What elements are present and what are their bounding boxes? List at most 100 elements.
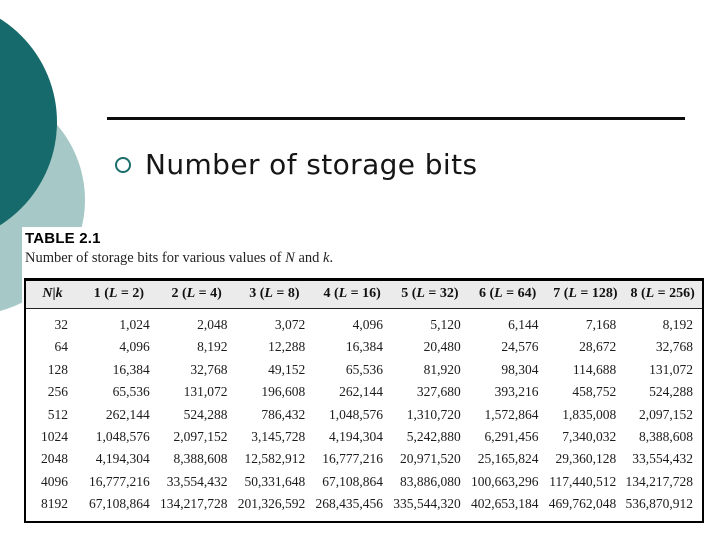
storage-bits-value: 524,288 bbox=[183, 406, 228, 422]
table-row: 2048 4,194,304 8,388,608 12,582,912 16,777,2… bbox=[25, 448, 703, 470]
storage-bits-value: 20,971,520 bbox=[400, 451, 461, 467]
storage-bits-value: 16,384 bbox=[345, 339, 383, 355]
storage-bits-value: 4,194,304 bbox=[329, 428, 383, 444]
column-header: 8 (L = 256) bbox=[630, 286, 695, 301]
storage-bits-value: 7,340,032 bbox=[562, 428, 617, 444]
storage-bits-value: 2,097,152 bbox=[639, 406, 693, 422]
storage-bits-value: 25,165,824 bbox=[477, 451, 539, 467]
storage-bits-value: 12,288 bbox=[268, 339, 306, 355]
storage-bits-value: 33,554,432 bbox=[632, 451, 693, 467]
storage-bits-value: 1,572,864 bbox=[484, 406, 539, 422]
title-divider bbox=[107, 117, 685, 120]
column-header: 1 (L = 2) bbox=[93, 286, 145, 301]
table-row: 4096 16,777,216 33,554,432 50,331,648 67,108… bbox=[25, 470, 703, 492]
storage-bits-value: 49,152 bbox=[268, 361, 306, 377]
storage-bits-value: 67,108,864 bbox=[322, 473, 383, 489]
table-row: 32 1,024 2,048 3,072 4,096 5,120 6,144 7,168 8,1… bbox=[25, 309, 703, 337]
storage-bits-value: 335,544,320 bbox=[393, 496, 461, 511]
storage-bits-value: 24,576 bbox=[501, 339, 539, 355]
row-label-n: 256 bbox=[47, 384, 68, 400]
storage-bits-value: 83,886,080 bbox=[400, 473, 461, 489]
storage-bits-value: 12,582,912 bbox=[244, 451, 306, 467]
storage-bits-value: 28,672 bbox=[579, 339, 617, 355]
page-title: Number of storage bits bbox=[145, 148, 478, 181]
storage-bits-value: 6,291,456 bbox=[484, 428, 539, 444]
table-row: 256 65,536 131,072 196,608 262,144 327,680 393… bbox=[25, 381, 703, 403]
column-header: 5 (L = 32) bbox=[401, 286, 459, 301]
storage-bits-value: 196,608 bbox=[261, 384, 306, 400]
storage-bits-table: N|k 1 (L = 2) 2 (L = 4) 3 (L = 8) 4 (L = 16)… bbox=[24, 278, 704, 523]
storage-bits-value: 4,194,304 bbox=[95, 451, 150, 467]
storage-bits-value: 786,432 bbox=[261, 406, 306, 422]
storage-bits-value: 16,777,216 bbox=[89, 473, 150, 489]
storage-bits-value: 2,048 bbox=[197, 317, 228, 332]
table-row: 8192 67,108,864 134,217,728 201,326,592 268,… bbox=[25, 493, 703, 522]
storage-bits-value: 32,768 bbox=[190, 361, 228, 377]
storage-bits-value: 1,835,008 bbox=[562, 406, 617, 422]
storage-bits-value: 32,768 bbox=[655, 339, 693, 355]
bullet-circle-icon bbox=[115, 157, 131, 173]
storage-bits-value: 81,920 bbox=[423, 361, 461, 377]
column-header: 3 (L = 8) bbox=[249, 286, 300, 301]
storage-bits-value: 134,217,728 bbox=[625, 473, 694, 489]
storage-bits-value: 327,680 bbox=[416, 384, 461, 400]
storage-bits-value: 1,048,576 bbox=[95, 428, 150, 444]
storage-bits-value: 131,072 bbox=[649, 361, 693, 377]
storage-bits-value: 50,331,648 bbox=[244, 473, 306, 489]
storage-bits-value: 5,242,880 bbox=[406, 428, 461, 444]
storage-bits-value: 33,554,432 bbox=[166, 473, 228, 489]
table-header: N|k 1 (L = 2) 2 (L = 4) 3 (L = 8) 4 (L = 16)… bbox=[25, 279, 703, 309]
storage-bits-value: 4,096 bbox=[352, 317, 383, 332]
storage-bits-value: 1,024 bbox=[119, 317, 150, 332]
storage-bits-value: 524,288 bbox=[649, 384, 693, 400]
table-row: 64 4,096 8,192 12,288 16,384 20,480 24,576 28,6… bbox=[25, 336, 703, 358]
storage-bits-value: 6,144 bbox=[508, 317, 539, 332]
table-row: 1024 1,048,576 2,097,152 3,145,728 4,194,304… bbox=[25, 426, 703, 448]
storage-bits-value: 262,144 bbox=[105, 406, 150, 422]
storage-bits-value: 5,120 bbox=[430, 317, 461, 332]
storage-bits-value: 3,145,728 bbox=[251, 428, 306, 444]
storage-bits-value: 393,216 bbox=[494, 384, 539, 400]
storage-bits-value: 65,536 bbox=[112, 384, 150, 400]
column-header: 7 (L = 128) bbox=[553, 286, 618, 301]
storage-bits-value: 16,777,216 bbox=[322, 451, 383, 467]
storage-bits-value: 201,326,592 bbox=[237, 496, 306, 511]
table-row: 128 16,384 32,768 49,152 65,536 81,920 98,304 1… bbox=[25, 359, 703, 381]
row-label-n: 1024 bbox=[41, 428, 68, 444]
storage-bits-value: 65,536 bbox=[345, 361, 383, 377]
storage-bits-value: 458,752 bbox=[572, 384, 617, 400]
slide-title-row: Number of storage bits bbox=[115, 147, 477, 182]
storage-bits-value: 67,108,864 bbox=[89, 496, 150, 511]
storage-bits-value: 469,762,048 bbox=[548, 496, 617, 511]
table-caption: Number of storage bits for various value… bbox=[25, 250, 334, 266]
storage-bits-value: 536,870,912 bbox=[625, 496, 694, 511]
storage-bits-value: 117,440,512 bbox=[549, 473, 617, 489]
storage-bits-value: 8,192 bbox=[662, 317, 693, 332]
table-row: 512 262,144 524,288 786,432 1,048,576 1,310,7… bbox=[25, 403, 703, 425]
storage-bits-value: 1,048,576 bbox=[329, 406, 383, 422]
column-header: 4 (L = 16) bbox=[323, 286, 381, 301]
storage-bits-value: 131,072 bbox=[183, 384, 228, 400]
storage-bits-value: 134,217,728 bbox=[160, 496, 228, 511]
storage-bits-value: 29,360,128 bbox=[555, 451, 617, 467]
table-card: TABLE 2.1 Number of storage bits for var… bbox=[22, 227, 716, 535]
row-label-n: 32 bbox=[54, 317, 69, 332]
row-label-n: 512 bbox=[47, 406, 68, 422]
storage-bits-value: 8,388,608 bbox=[173, 451, 228, 467]
storage-bits-value: 262,144 bbox=[339, 384, 383, 400]
row-label-n: 4096 bbox=[41, 473, 68, 489]
storage-bits-value: 114,688 bbox=[572, 361, 617, 377]
storage-bits-value: 7,168 bbox=[585, 317, 617, 332]
storage-bits-value: 1,310,720 bbox=[406, 406, 461, 422]
storage-bits-value: 100,663,296 bbox=[471, 473, 539, 489]
row-label-n: 128 bbox=[47, 361, 68, 377]
storage-bits-value: 3,072 bbox=[274, 317, 306, 332]
table-label: TABLE 2.1 bbox=[25, 230, 101, 247]
storage-bits-value: 402,653,184 bbox=[471, 496, 539, 511]
storage-bits-value: 268,435,456 bbox=[315, 496, 384, 511]
storage-bits-value: 2,097,152 bbox=[173, 428, 228, 444]
column-header: 2 (L = 4) bbox=[171, 286, 222, 301]
column-header: N|k bbox=[42, 286, 63, 301]
table-header-row: N|k 1 (L = 2) 2 (L = 4) 3 (L = 8) 4 (L = 16)… bbox=[25, 279, 703, 309]
